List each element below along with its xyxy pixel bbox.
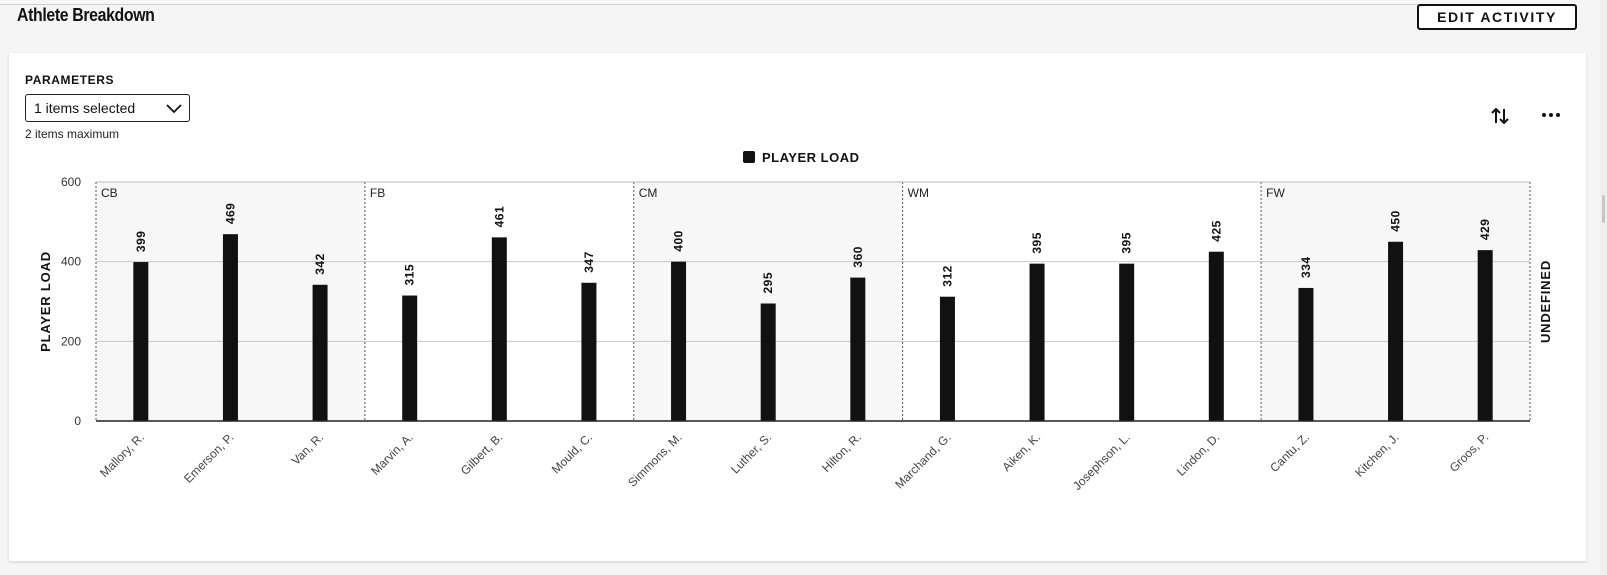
bar xyxy=(939,296,955,421)
legend-label: PLAYER LOAD xyxy=(762,150,859,165)
parameters-label: PARAMETERS xyxy=(25,73,115,87)
top-border xyxy=(0,0,1570,5)
data-label: 334 xyxy=(1299,256,1313,278)
y2-axis-title: UNDEFINED xyxy=(1538,260,1553,343)
y-tick-label: 0 xyxy=(74,414,81,428)
category-label: Mallory, R. xyxy=(97,430,147,480)
y-tick-label: 200 xyxy=(61,334,81,348)
bar xyxy=(222,234,238,421)
y-axis-title: PLAYER LOAD xyxy=(38,251,53,352)
data-label: 312 xyxy=(940,265,954,287)
bar xyxy=(1119,263,1135,421)
group-label: WM xyxy=(908,186,929,200)
category-label: Simmons, M. xyxy=(625,430,684,489)
data-label: 425 xyxy=(1209,220,1223,242)
category-label: Hilton, R. xyxy=(819,430,864,475)
category-label: Mould, C. xyxy=(549,430,595,476)
data-label: 399 xyxy=(134,231,148,253)
select-value: 1 items selected xyxy=(34,100,136,116)
edit-activity-button[interactable]: EDIT ACTIVITY xyxy=(1417,4,1577,30)
chevron-down-icon xyxy=(166,104,182,114)
bar xyxy=(312,284,328,421)
category-label: Marchand, G. xyxy=(892,430,953,491)
bar xyxy=(760,303,776,421)
data-label: 469 xyxy=(223,203,237,225)
data-label: 395 xyxy=(1030,232,1044,254)
bar xyxy=(133,262,149,421)
category-label: Josephson, L. xyxy=(1070,430,1133,493)
data-label: 400 xyxy=(672,230,686,252)
group-label: FB xyxy=(370,186,385,200)
bar xyxy=(1029,263,1045,421)
data-label: 347 xyxy=(582,251,596,273)
data-label: 450 xyxy=(1389,210,1403,232)
page-title: Athlete Breakdown xyxy=(17,5,155,25)
group-label: FW xyxy=(1266,186,1285,200)
category-label: Gilbert, B. xyxy=(458,430,506,478)
data-label: 461 xyxy=(492,206,506,228)
legend-swatch xyxy=(743,151,755,163)
bar xyxy=(671,261,687,421)
category-label: Lindon, D. xyxy=(1174,430,1223,479)
category-label: Luther, S. xyxy=(728,430,774,476)
data-label: 315 xyxy=(403,264,417,286)
y-tick-label: 600 xyxy=(61,175,81,189)
data-label: 395 xyxy=(1120,232,1134,254)
data-label: 342 xyxy=(313,253,327,275)
category-label: Emerson, P. xyxy=(181,430,236,485)
category-label: Groos, P. xyxy=(1447,430,1492,475)
scrollbar-thumb[interactable] xyxy=(1602,195,1605,223)
group-background xyxy=(902,182,1262,421)
bar xyxy=(581,282,597,421)
bar xyxy=(1208,251,1224,421)
max-items-note: 2 items maximum xyxy=(25,127,120,141)
data-label: 360 xyxy=(851,246,865,268)
bar xyxy=(1298,287,1314,421)
category-label: Marvin, A. xyxy=(368,430,416,478)
category-label: Aiken, K. xyxy=(999,430,1043,474)
data-label: 295 xyxy=(761,272,775,294)
category-label: Kitchen, J. xyxy=(1352,430,1402,480)
category-label: Van, R. xyxy=(289,430,327,468)
scrollbar-track[interactable] xyxy=(1600,0,1607,575)
parameters-select[interactable]: 1 items selected xyxy=(25,94,190,122)
data-label: 429 xyxy=(1478,219,1492,241)
bar xyxy=(850,277,866,421)
more-horizontal-icon[interactable] xyxy=(1539,108,1563,122)
bar xyxy=(402,295,418,421)
bar xyxy=(1388,241,1404,421)
group-label: CM xyxy=(639,186,658,200)
y-tick-label: 400 xyxy=(61,255,81,269)
group-label: CB xyxy=(101,186,118,200)
bar xyxy=(491,237,507,421)
category-label: Cantu, Z. xyxy=(1267,430,1312,475)
bar xyxy=(1477,250,1493,421)
sort-arrows-icon[interactable] xyxy=(1489,105,1511,127)
